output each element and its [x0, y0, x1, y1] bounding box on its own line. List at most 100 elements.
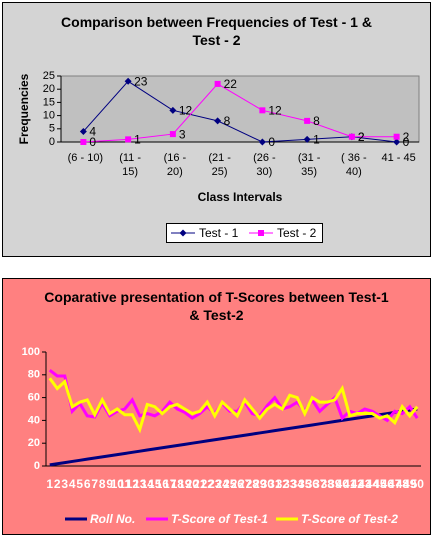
x-tick-label: 25 — [223, 477, 237, 491]
y-axis-label: Frequencies — [17, 73, 31, 144]
x-tick-label: 47 — [388, 477, 402, 491]
x-tick-label: 43 — [358, 477, 372, 491]
series-line — [83, 83, 397, 143]
x-tick-label: 44 — [366, 477, 380, 491]
data-label: 1 — [134, 133, 141, 147]
data-label: 3 — [179, 127, 186, 141]
data-label: 22 — [224, 77, 238, 91]
point — [393, 133, 400, 140]
x-tick-label: 30 — [261, 477, 275, 491]
point — [258, 138, 266, 146]
x-tick-label: 8 — [99, 477, 106, 491]
x-tick-label: 33 — [283, 477, 297, 491]
x-tick-label: 39 — [328, 477, 342, 491]
point — [214, 117, 222, 125]
data-label: 4 — [89, 125, 96, 139]
x-tick-label: 35 — [298, 477, 312, 491]
x-tick-label: 10 — [111, 477, 125, 491]
data-label: 12 — [268, 103, 282, 117]
y-tick-label: 25 — [43, 70, 55, 82]
legend-label: T-Score of Test-1 — [171, 512, 268, 526]
x-tick-label: 37 — [313, 477, 327, 491]
x-tick-label: 38 — [321, 477, 335, 491]
x-tick-label: 28 — [246, 477, 260, 491]
point — [259, 107, 266, 114]
x-tick-label: 11 — [118, 477, 131, 491]
y-tick-label: 15 — [43, 96, 55, 108]
x-tick-label: 4 — [69, 477, 76, 491]
x-tick-label: 24 — [216, 477, 230, 491]
x-tick-label: 1 — [46, 477, 53, 491]
y-tick-label: 5 — [49, 123, 55, 135]
x-tick-label: 15 — [148, 477, 162, 491]
chart-t-scores: 0 20 40 60 80 100 1 2 3 4 5 6 7 8 9 10 11 12 13 14 15 16 17 18 1… — [2, 278, 431, 535]
x-tick-label: 17 — [163, 477, 177, 491]
x-tick-label: 48 — [396, 477, 410, 491]
data-label: 0 — [268, 135, 275, 149]
data-label: 0 — [89, 135, 96, 149]
x-tick-label: (16 - 20) — [163, 152, 187, 178]
x-tick-label: 34 — [291, 477, 305, 491]
legend-graphic: Test - 1 Test - 2 — [171, 226, 317, 240]
x-tick-label: 22 — [201, 477, 215, 491]
data-label: 12 — [179, 103, 193, 117]
point — [393, 138, 401, 146]
x-tick-label: (31 - 35) — [297, 152, 321, 178]
x-tick-label: 46 — [381, 477, 395, 491]
data-label: 2 — [358, 130, 365, 144]
y-tick-label: 0 — [49, 136, 55, 148]
x-tick-label: 41 — [343, 477, 357, 491]
point — [214, 80, 221, 87]
data-label: 23 — [134, 74, 148, 88]
x-tick-label: 29 — [253, 477, 267, 491]
x-tick-label: 50 — [411, 477, 425, 491]
x-tick-label: 21 — [193, 477, 207, 491]
x-tick-label: 14 — [141, 477, 155, 491]
legend: Test - 1 Test - 2 — [166, 223, 323, 243]
x-tick-label: 12 — [126, 477, 140, 491]
series-line — [49, 407, 418, 467]
chart-title: Coparative presentation of T-Scores betw… — [44, 289, 389, 323]
legend-marker — [179, 229, 187, 237]
x-tick-label: 27 — [238, 477, 252, 491]
series-line — [83, 80, 397, 143]
y-tick-label: 40 — [28, 414, 40, 426]
y-tick-label: 100 — [22, 346, 40, 358]
x-tick-label: 36 — [306, 477, 320, 491]
y-tick-label: 0 — [34, 460, 40, 472]
series-line — [48, 377, 419, 434]
point — [348, 133, 355, 140]
x-tick-label: 40 — [336, 477, 350, 491]
x-tick-label: 5 — [76, 477, 83, 491]
data-label: 1 — [313, 133, 320, 147]
y-tick-label: 20 — [28, 437, 40, 449]
x-tick-label: 32 — [276, 477, 290, 491]
point — [304, 117, 311, 124]
x-tick-label: 18 — [171, 477, 185, 491]
x-tick-label: 9 — [106, 477, 113, 491]
x-tick-label: 42 — [351, 477, 365, 491]
x-tick-label: 16 — [156, 477, 170, 491]
point — [169, 106, 177, 114]
x-tick-label: 6 — [84, 477, 91, 491]
data-label: 8 — [313, 114, 320, 128]
x-axis-label: Class Intervals — [198, 190, 283, 204]
chart-frequencies: Frequencies Class Intervals 0 5 10 15 20 25 4 23 1… — [2, 2, 431, 257]
x-tick-label: 23 — [208, 477, 222, 491]
y-tick-label: 80 — [28, 369, 40, 381]
legend-marker — [258, 230, 264, 236]
x-tick-label: 3 — [61, 477, 68, 491]
x-tick-label: (26 - 30) — [253, 152, 276, 178]
legend-label: T-Score of Test-2 — [301, 512, 398, 526]
x-tick-label: (21 - 25) — [208, 152, 231, 178]
point — [79, 127, 87, 135]
data-label: 0 — [403, 135, 410, 149]
x-tick-label: ( 36 - 40) — [341, 152, 367, 178]
y-tick-label: 20 — [43, 83, 55, 95]
x-tick-label: 13 — [133, 477, 147, 491]
point — [303, 135, 311, 143]
x-tick-label: 41 - 45 — [381, 152, 416, 164]
